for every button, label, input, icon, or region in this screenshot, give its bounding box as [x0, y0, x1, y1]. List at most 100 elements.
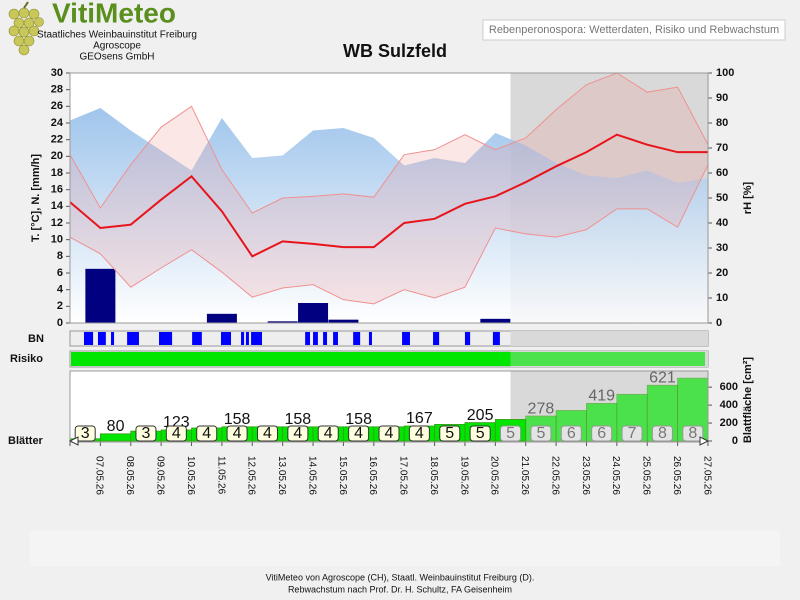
- row-label: BN: [28, 333, 44, 345]
- x-tick-label: 14.05.26: [306, 456, 317, 495]
- humidity-area: [70, 108, 708, 323]
- leaf-count-box: [348, 425, 370, 442]
- leaf-wetness: [127, 332, 139, 345]
- logo-grapes: [8, 1, 44, 56]
- precip-bar: [328, 319, 359, 323]
- y-tick-label: 30: [51, 67, 63, 79]
- header-line: Agroscope: [93, 41, 141, 52]
- leaf-wetness: [313, 332, 318, 345]
- leaf-area-label: 158: [224, 411, 251, 428]
- leaf-arrows: [68, 436, 710, 446]
- y-tick-label: 6: [57, 267, 63, 279]
- leaf-tick-label: 400: [720, 399, 738, 411]
- y-tick-label: 4: [57, 284, 64, 296]
- x-tick-label: 11.05.26: [215, 456, 226, 495]
- leaf-tick-label: 200: [720, 417, 738, 429]
- x-tick-label: 22.05.26: [549, 456, 560, 495]
- x-tick-label: 17.05.26: [398, 456, 409, 495]
- leaf-area-label: 80: [107, 418, 125, 435]
- plot-frame: [69, 72, 709, 324]
- leaf-count-label: 4: [415, 425, 424, 442]
- y2-tick-label: 40: [716, 217, 728, 229]
- leaf-count-box: [439, 425, 461, 442]
- leaf-count-label: 5: [445, 425, 454, 442]
- leaf-wetness: [433, 332, 440, 345]
- leaf-area-label: 205: [467, 407, 494, 424]
- x-tick-label: 19.05.26: [458, 456, 469, 495]
- x-tick-label: 24.05.26: [610, 456, 621, 495]
- leaf-count-box: [621, 425, 643, 442]
- leaf-count-box: [378, 425, 400, 442]
- header-line: GEOsens GmbH: [79, 52, 154, 63]
- chart-title: WB Sulzfeld: [343, 41, 447, 61]
- legend: [30, 531, 780, 566]
- y-tick-label: 20: [51, 150, 63, 162]
- x-tick-label: 15.05.26: [337, 456, 348, 495]
- precip-bar: [298, 303, 329, 323]
- leaf-count-box: [196, 425, 218, 442]
- leaf-wetness: [245, 332, 249, 345]
- leaf-wetness: [192, 332, 202, 345]
- leaf-count-box: [408, 425, 430, 442]
- leaf-wetness: [97, 332, 106, 345]
- x-tick-label: 09.05.26: [155, 456, 166, 495]
- temp-max-line: [69, 72, 709, 214]
- leaf-wetness: [220, 332, 232, 345]
- leaf-count-box: [135, 425, 157, 442]
- leaf-area-label: 419: [588, 388, 615, 405]
- leaf-wetness: [251, 332, 263, 345]
- leaf-count-box: [74, 425, 96, 442]
- x-tick-label: 13.05.26: [276, 456, 287, 495]
- leaf-count-label: 5: [476, 425, 485, 442]
- x-tick-label: 27.05.26: [701, 456, 712, 495]
- leaf-count-label: 3: [141, 425, 150, 442]
- leaf-axis-label: Blattfläche [cm²]: [742, 357, 754, 444]
- leaf-count-label: 8: [658, 425, 667, 442]
- y2-tick-label: 100: [716, 67, 734, 79]
- y-axis-label: T. [°C], N. [mm/h]: [30, 154, 42, 242]
- leaf-count-label: 4: [324, 425, 333, 442]
- leaf-count-box: [226, 425, 248, 442]
- temp-band: [70, 73, 708, 304]
- x-tick-label: 12.05.26: [246, 456, 257, 495]
- leaf-count-label: 4: [233, 425, 242, 442]
- y-tick-label: 12: [51, 217, 63, 229]
- temp-min-line: [69, 164, 709, 305]
- risk-level: [71, 352, 511, 366]
- leaf-wetness: [368, 332, 372, 345]
- y-tick-label: 8: [57, 250, 63, 262]
- y2-tick-label: 90: [716, 92, 728, 104]
- y-tick-label: 14: [51, 200, 64, 212]
- y2-tick-label: 60: [716, 167, 728, 179]
- leaf-count-label: 6: [597, 425, 606, 442]
- leaf-count-box: [651, 425, 673, 442]
- leaf-count-box: [469, 425, 491, 442]
- leaf-wetness: [111, 332, 115, 345]
- leaf-area-label: 278: [528, 400, 555, 417]
- prognosis-area: [510, 331, 708, 346]
- y-tick-label: 16: [51, 184, 63, 196]
- y2-axis-label: rH [%]: [742, 181, 754, 214]
- leaf-count-box: [682, 425, 704, 442]
- leaf-count-box: [165, 425, 187, 442]
- row-label: Risiko: [10, 353, 43, 365]
- risk-level: [510, 352, 705, 366]
- precip-bar: [206, 313, 237, 323]
- avg-temp-line: [69, 133, 708, 258]
- leaf-count-label: 5: [506, 425, 515, 442]
- leaf-count-label: 4: [385, 425, 394, 442]
- x-tick-label: 26.05.26: [671, 456, 682, 495]
- leaf-count-box: [530, 425, 552, 442]
- precip-bar: [267, 321, 298, 323]
- leaf-count-label: 8: [688, 425, 697, 442]
- subtitle: Rebenperonospora: Wetterdaten, Risiko un…: [489, 24, 779, 36]
- y2-tick-label: 50: [716, 192, 728, 204]
- x-tick-label: 23.05.26: [580, 456, 591, 495]
- x-tick-label: 10.05.26: [185, 456, 196, 495]
- leaf-area-label: 158: [345, 411, 372, 428]
- leaf-frame: [69, 370, 709, 443]
- logo-text: VitiMeteo: [52, 0, 176, 28]
- leaf-area-label: 158: [285, 411, 312, 428]
- x-tick-label: 07.05.26: [94, 456, 105, 495]
